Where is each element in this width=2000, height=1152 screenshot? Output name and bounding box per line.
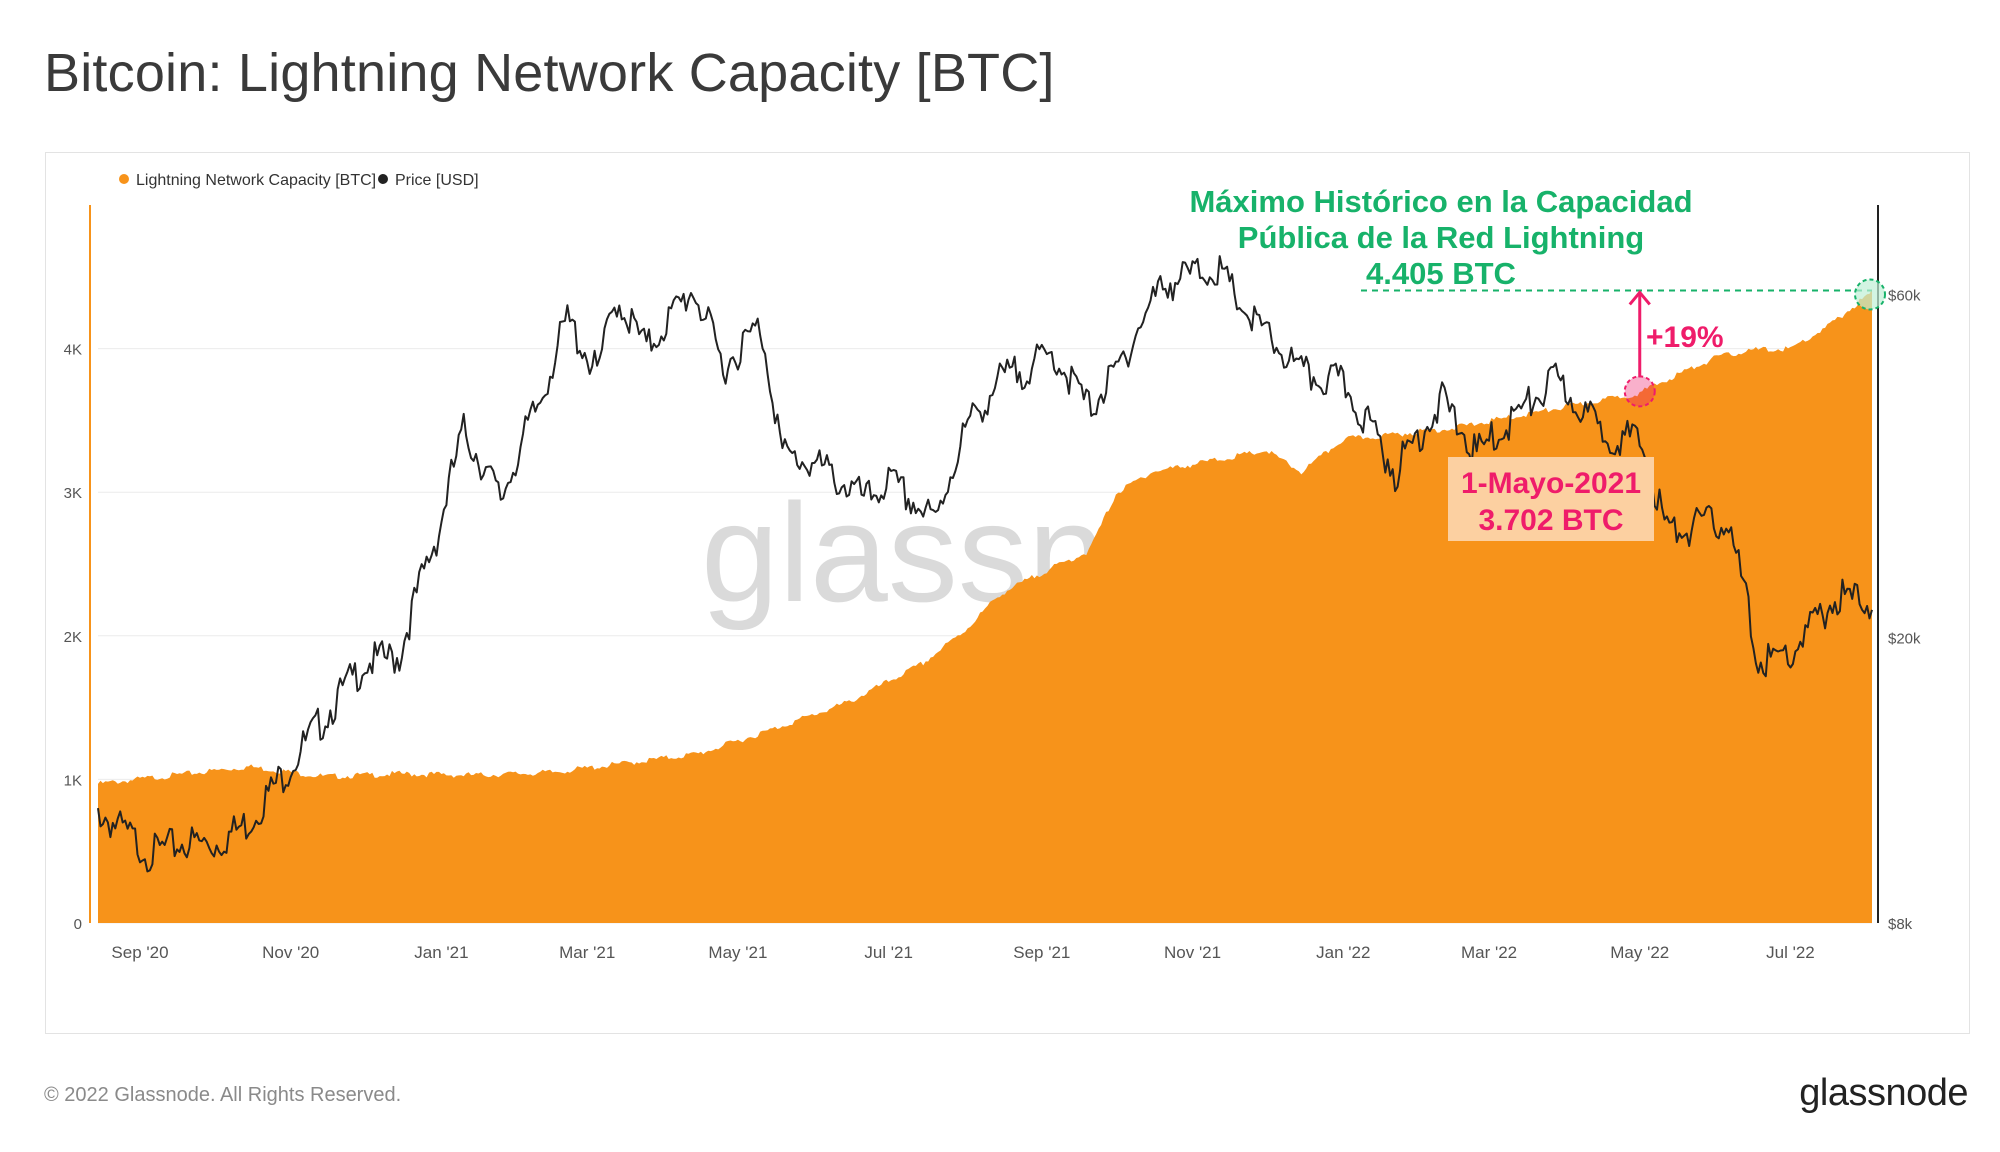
x-tick-label: May '21 xyxy=(708,943,767,962)
x-tick-label: Jul '22 xyxy=(1766,943,1815,962)
y-left-tick-label: 2K xyxy=(64,629,82,646)
ath-marker xyxy=(1854,278,1886,311)
legend-capacity-swatch xyxy=(119,174,129,184)
legend: Lightning Network Capacity [BTC] Price [… xyxy=(119,172,479,189)
x-axis-ticks: Sep '20 Nov '20 Jan '21 Mar '21 May '21 Jul '… xyxy=(111,943,1814,962)
x-tick-label: Nov '21 xyxy=(1164,943,1221,962)
change-annotation: +19% xyxy=(1623,290,1724,408)
page-title: Bitcoin: Lightning Network Capacity [BTC… xyxy=(44,43,1055,103)
reference-label-line-1: 1-Mayo-2021 xyxy=(1461,467,1641,500)
price-line-layer xyxy=(97,255,1873,873)
x-tick-label: Jan '22 xyxy=(1316,943,1370,962)
ath-text-line-2: Pública de la Red Lightning xyxy=(1238,220,1644,255)
x-tick-label: Jan '21 xyxy=(414,943,468,962)
x-tick-label: Nov '20 xyxy=(262,943,319,962)
x-tick-label: Sep '21 xyxy=(1013,943,1070,962)
capacity-area xyxy=(98,289,1872,923)
y-left-tick-label: 0 xyxy=(74,916,82,933)
change-text: +19% xyxy=(1646,321,1724,354)
price-line xyxy=(97,255,1873,873)
chart-card: Lightning Network Capacity [BTC] Price [… xyxy=(45,152,1970,1034)
legend-price-swatch xyxy=(378,174,388,184)
change-arrow-head xyxy=(1628,290,1651,306)
y-left-tick-label: 1K xyxy=(64,772,82,789)
y-right-tick-label: $60k xyxy=(1888,288,1921,305)
x-tick-label: Mar '22 xyxy=(1461,943,1517,962)
glassnode-logo: glassnode xyxy=(1799,1072,1968,1114)
x-tick-label: Sep '20 xyxy=(111,943,168,962)
ath-annotation: Máximo Histórico en la Capacidad Pública… xyxy=(1189,184,1886,311)
y-right-tick-label: $8k xyxy=(1888,916,1913,933)
x-tick-label: May '22 xyxy=(1610,943,1669,962)
right-axis-ticks: $8k $20k $60k xyxy=(1888,288,1921,933)
y-right-tick-label: $20k xyxy=(1888,630,1921,647)
legend-capacity-label: Lightning Network Capacity [BTC] xyxy=(136,172,376,189)
reference-label-line-2: 3.702 BTC xyxy=(1478,504,1623,537)
copyright-text: © 2022 Glassnode. All Rights Reserved. xyxy=(44,1084,402,1106)
chart-svg: Lightning Network Capacity [BTC] Price [… xyxy=(64,172,1921,962)
reference-label: 1-Mayo-2021 3.702 BTC xyxy=(1448,457,1654,541)
x-tick-label: Jul '21 xyxy=(864,943,913,962)
left-axis-ticks: 0 1K 2K 3K 4K xyxy=(64,342,82,933)
reference-marker xyxy=(1623,375,1656,408)
x-tick-label: Mar '21 xyxy=(559,943,615,962)
legend-price-label: Price [USD] xyxy=(395,172,479,189)
ath-text-line-3: 4.405 BTC xyxy=(1366,256,1516,291)
y-left-tick-label: 3K xyxy=(64,485,82,502)
y-left-tick-label: 4K xyxy=(64,342,82,359)
capacity-area-layer xyxy=(98,289,1872,923)
reference-label-box xyxy=(1448,457,1654,541)
ath-text-line-1: Máximo Histórico en la Capacidad xyxy=(1189,184,1692,219)
